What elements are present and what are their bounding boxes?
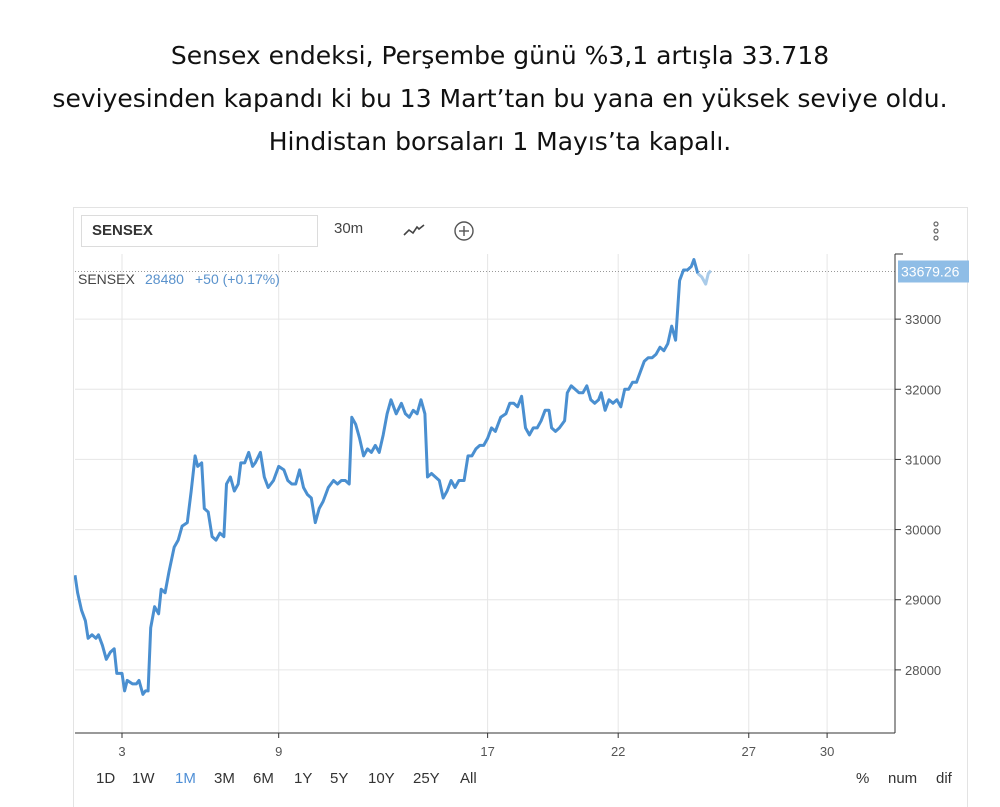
scale-button-num[interactable]: num — [888, 770, 918, 787]
legend-change: +50 (+0.17%) — [195, 271, 280, 287]
range-button-1y[interactable]: 1Y — [294, 770, 313, 787]
scale-button-dif[interactable]: dif — [936, 770, 952, 787]
y-tick-label: 31000 — [905, 452, 941, 467]
plus-circle-icon[interactable] — [452, 219, 476, 243]
series — [74, 258, 712, 696]
range-button-1w[interactable]: 1W — [132, 770, 155, 787]
y-tick-label: 33000 — [905, 312, 941, 327]
series-line-sensex-recent — [696, 269, 712, 286]
chart-toolbar: SENSEX 30m — [74, 208, 967, 254]
axes: 28000 29000 30000 31000 32000 33000 3 9 17 22 27 30 — [75, 253, 941, 759]
legend: SENSEX 28480 +50 (+0.17%) — [78, 271, 280, 287]
interval-selector[interactable]: 30m — [334, 220, 364, 237]
headline: Sensex endeksi, Perşembe günü %3,1 artış… — [0, 34, 1000, 163]
range-button-1m[interactable]: 1M — [175, 770, 196, 787]
y-tick-label: 30000 — [905, 523, 941, 538]
last-price-marker: 33679.26 — [898, 260, 969, 283]
range-button-10y[interactable]: 10Y — [368, 770, 395, 787]
line-chart-icon[interactable] — [402, 221, 426, 241]
x-tick-label: 27 — [742, 744, 756, 759]
x-tick-label: 9 — [275, 744, 282, 759]
range-button-all[interactable]: All — [460, 770, 477, 787]
headline-line-2: seviyesinden kapandı ki bu 13 Mart’tan b… — [52, 84, 948, 113]
range-button-1d[interactable]: 1D — [96, 770, 116, 787]
headline-line-1: Sensex endeksi, Perşembe günü %3,1 artış… — [170, 41, 830, 70]
x-tick-label: 3 — [118, 744, 125, 759]
range-button-5y[interactable]: 5Y — [330, 770, 349, 787]
x-tick-label: 22 — [611, 744, 625, 759]
series-line-sensex — [74, 258, 700, 696]
last-price-label-bg — [898, 260, 969, 283]
range-button-3m[interactable]: 3M — [214, 770, 235, 787]
y-tick-label: 28000 — [905, 663, 941, 678]
chart-widget: SENSEX 30m 28000 29000 30000 31000 32000 3300… — [73, 207, 969, 807]
range-button-25y[interactable]: 25Y — [413, 770, 440, 787]
y-tick-label: 32000 — [905, 382, 941, 397]
scale-button-percent[interactable]: % — [856, 770, 870, 787]
chart-plot[interactable]: 28000 29000 30000 31000 32000 33000 3 9 17 22 27 30… — [74, 208, 969, 768]
headline-line-3: Hindistan borsaları 1 Mayıs’ta kapalı. — [268, 127, 732, 156]
last-price-label: 33679.26 — [901, 263, 960, 279]
legend-symbol: SENSEX — [78, 271, 135, 287]
grid — [75, 254, 895, 733]
range-button-6m[interactable]: 6M — [253, 770, 274, 787]
y-tick-label: 29000 — [905, 593, 941, 608]
vertical-dots-icon[interactable] — [930, 219, 942, 243]
legend-value: 28480 — [145, 271, 184, 287]
symbol-input[interactable]: SENSEX — [81, 215, 318, 247]
x-tick-label: 30 — [820, 744, 834, 759]
x-tick-label: 17 — [480, 744, 494, 759]
